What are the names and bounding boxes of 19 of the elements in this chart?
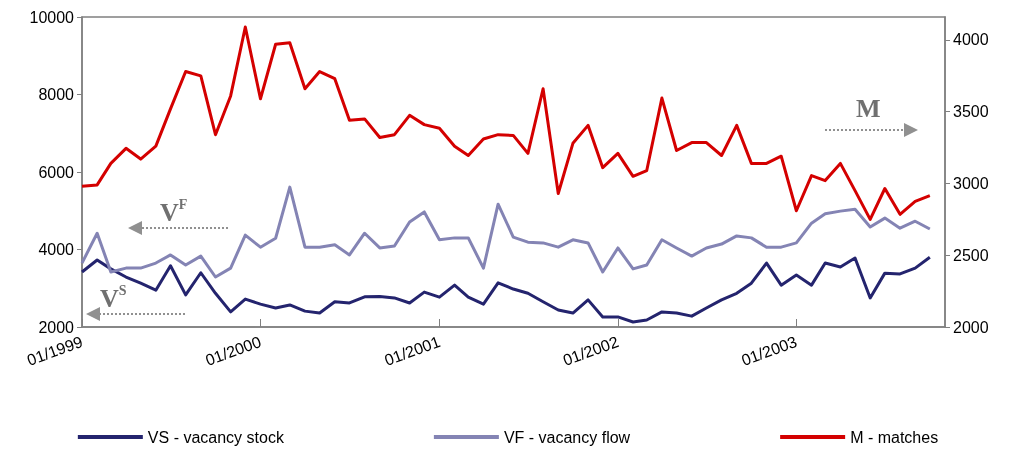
- line-series: [80, 255, 932, 324]
- line-series: [80, 185, 932, 279]
- y2-tick-label: 2500: [953, 246, 989, 264]
- y2-tick-label: 3000: [953, 174, 989, 192]
- y2-tick-label: 4000: [953, 31, 989, 49]
- y-tick-label: 2000: [38, 318, 75, 336]
- line-series: [80, 25, 932, 221]
- y2-tick-label: 2000: [953, 318, 989, 336]
- legend-label: VF - vacancy flow: [503, 428, 631, 446]
- annotation: M: [856, 94, 881, 123]
- y-tick-label: 8000: [38, 86, 75, 103]
- legend-label: M - matches: [850, 428, 939, 446]
- legend-label: VS - vacancy stock: [147, 428, 285, 446]
- annotation: V$^{S}$: [100, 283, 127, 313]
- y-tick-label: 10000: [29, 8, 75, 26]
- y-tick-label: 6000: [38, 163, 75, 181]
- y2-tick-label: 3500: [953, 103, 989, 121]
- annotation: V$^{F}$: [160, 197, 188, 227]
- y-tick-label: 4000: [38, 241, 75, 258]
